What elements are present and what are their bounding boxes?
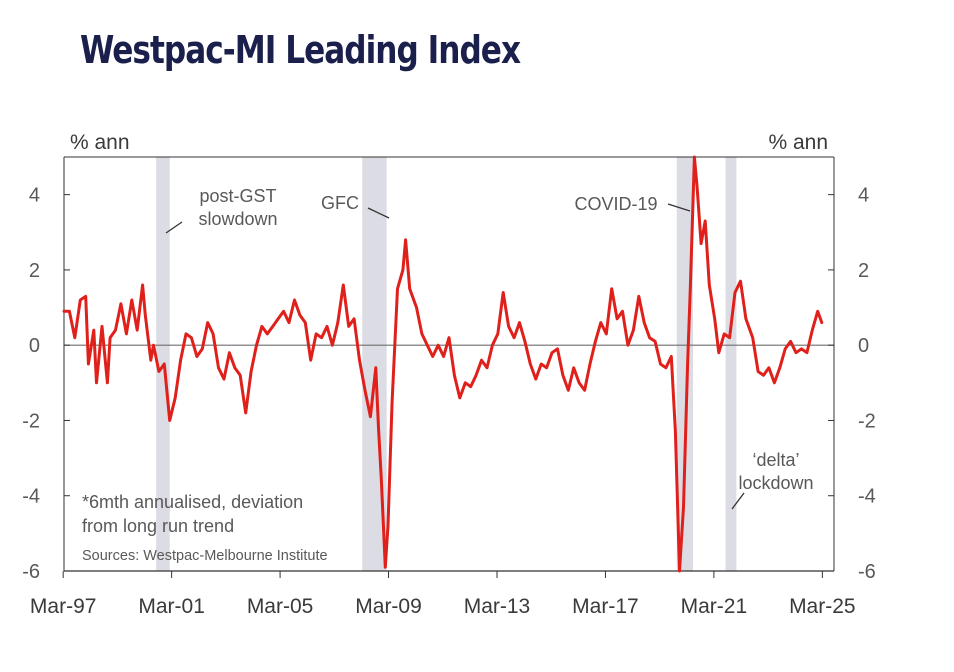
x-tick-label: Mar-97 bbox=[30, 595, 97, 618]
y-tick-label-left: 4 bbox=[29, 185, 40, 207]
annotation-text: slowdown bbox=[198, 209, 277, 229]
x-tick-label: Mar-25 bbox=[789, 595, 856, 618]
annotation-text: COVID-19 bbox=[574, 194, 657, 214]
y-tick-label-right: 0 bbox=[858, 335, 869, 357]
y-axis-label-right: % ann bbox=[768, 131, 828, 154]
y-tick-label-right: -6 bbox=[858, 561, 876, 583]
y-tick-label-left: -2 bbox=[22, 410, 40, 432]
annotation-text: GFC bbox=[321, 193, 359, 213]
y-tick-label-left: -4 bbox=[22, 486, 40, 508]
x-tick-label: Mar-01 bbox=[138, 595, 205, 618]
shaded-period bbox=[676, 157, 694, 571]
x-tick-label: Mar-13 bbox=[464, 595, 531, 618]
footnote-text: from long run trend bbox=[82, 516, 234, 536]
footnote-text: *6mth annualised, deviation bbox=[82, 492, 303, 512]
x-tick-label: Mar-21 bbox=[681, 595, 748, 618]
y-tick-label-left: 0 bbox=[29, 335, 40, 357]
annotation-pointer bbox=[667, 203, 691, 212]
x-tick-label: Mar-17 bbox=[572, 595, 639, 618]
x-tick-label: Mar-05 bbox=[247, 595, 314, 618]
annotation-text: post-GST bbox=[199, 186, 276, 206]
y-tick-label-right: -2 bbox=[858, 410, 876, 432]
x-tick-label: Mar-09 bbox=[355, 595, 422, 618]
y-tick-label-left: 2 bbox=[29, 260, 40, 282]
y-axis-label-left: % ann bbox=[70, 131, 130, 154]
y-tick-label-right: 4 bbox=[858, 185, 869, 207]
annotation-pointer bbox=[731, 492, 745, 510]
y-tick-label-left: -6 bbox=[22, 561, 40, 583]
series-line bbox=[62, 155, 824, 573]
annotation-text: lockdown bbox=[738, 473, 813, 493]
annotation-pointer bbox=[367, 207, 390, 219]
y-tick-label-right: -4 bbox=[858, 486, 876, 508]
source-text: Sources: Westpac-Melbourne Institute bbox=[82, 548, 328, 564]
chart-title: Westpac-MI Leading Index bbox=[80, 28, 521, 72]
annotation-text: ‘delta’ bbox=[752, 450, 799, 470]
annotation-pointer bbox=[165, 221, 183, 234]
shaded-period bbox=[725, 157, 737, 571]
y-tick-label-right: 2 bbox=[858, 260, 869, 282]
